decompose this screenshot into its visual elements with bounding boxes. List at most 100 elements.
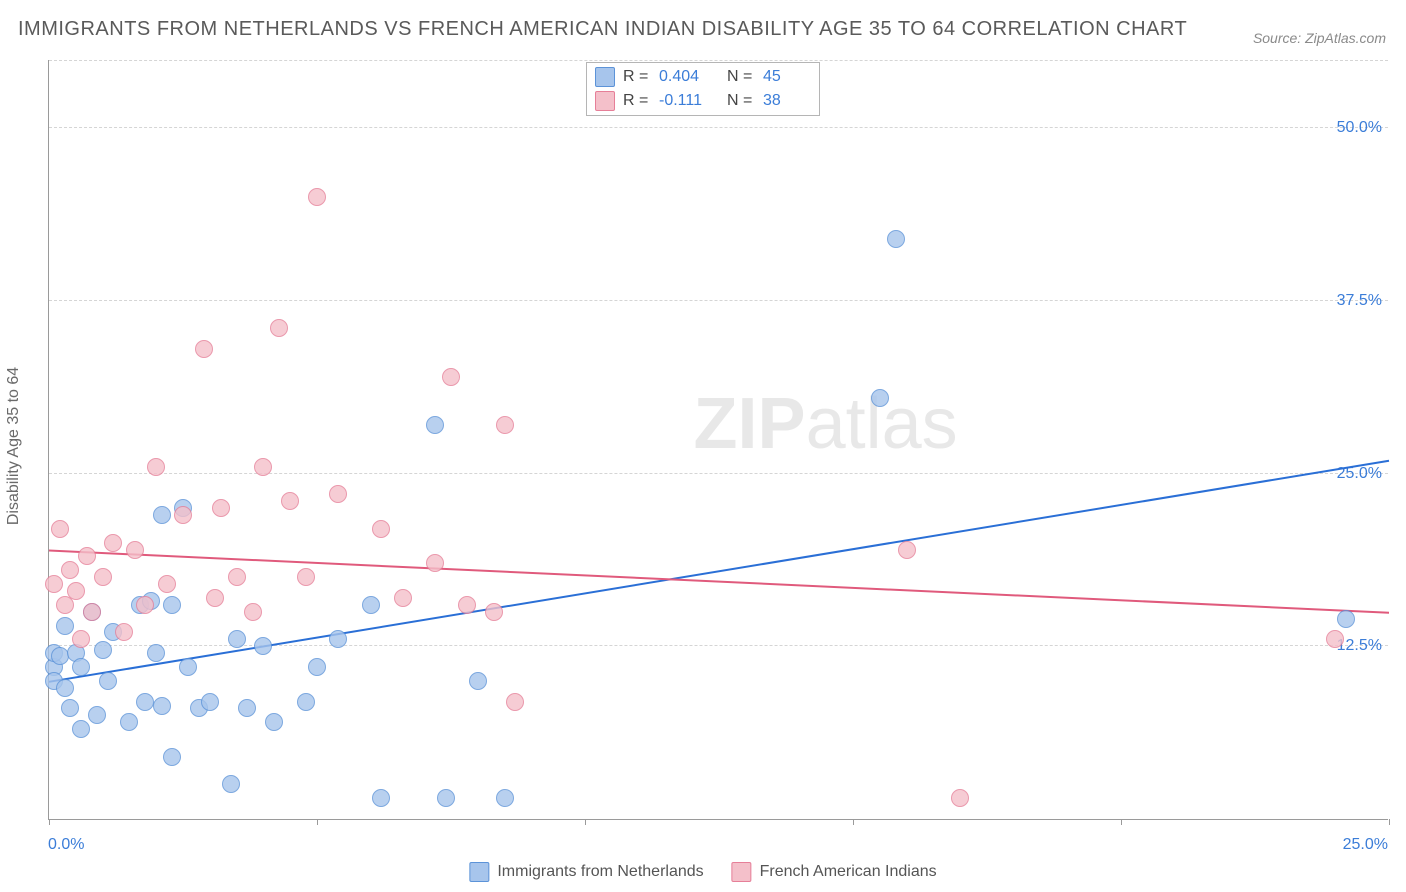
data-point bbox=[228, 630, 246, 648]
data-point bbox=[195, 340, 213, 358]
data-point bbox=[394, 589, 412, 607]
data-point bbox=[329, 485, 347, 503]
data-point bbox=[372, 789, 390, 807]
series-legend: Immigrants from Netherlands French Americ… bbox=[469, 862, 936, 882]
gridline bbox=[49, 300, 1388, 301]
legend-row: R = 0.404 N = 45 bbox=[595, 65, 811, 89]
legend-swatch bbox=[469, 862, 489, 882]
legend-label: Immigrants from Netherlands bbox=[497, 863, 703, 881]
data-point bbox=[887, 230, 905, 248]
data-point bbox=[265, 713, 283, 731]
data-point bbox=[426, 416, 444, 434]
y-tick-label: 37.5% bbox=[1337, 292, 1382, 310]
data-point bbox=[136, 693, 154, 711]
data-point bbox=[469, 672, 487, 690]
data-point bbox=[115, 623, 133, 641]
y-tick-label: 25.0% bbox=[1337, 465, 1382, 483]
legend-r-label: R = bbox=[623, 92, 651, 110]
legend-swatch bbox=[595, 91, 615, 111]
legend-r-label: R = bbox=[623, 68, 651, 86]
gridline bbox=[49, 645, 1388, 646]
data-point bbox=[72, 658, 90, 676]
data-point bbox=[120, 713, 138, 731]
legend-r-value: -0.111 bbox=[659, 92, 707, 110]
source-label: Source: ZipAtlas.com bbox=[1253, 30, 1386, 46]
data-point bbox=[67, 582, 85, 600]
legend-r-value: 0.404 bbox=[659, 68, 707, 86]
data-point bbox=[88, 706, 106, 724]
data-point bbox=[163, 596, 181, 614]
data-point bbox=[244, 603, 262, 621]
x-tick bbox=[317, 819, 318, 825]
data-point bbox=[308, 658, 326, 676]
data-point bbox=[72, 630, 90, 648]
data-point bbox=[104, 534, 122, 552]
legend-n-value: 45 bbox=[763, 68, 811, 86]
x-tick-label: 25.0% bbox=[1343, 836, 1388, 854]
trend-line bbox=[49, 461, 1389, 682]
data-point bbox=[1337, 610, 1355, 628]
data-point bbox=[426, 554, 444, 572]
data-point bbox=[126, 541, 144, 559]
data-point bbox=[153, 506, 171, 524]
data-point bbox=[212, 499, 230, 517]
data-point bbox=[94, 568, 112, 586]
data-point bbox=[174, 506, 192, 524]
legend-item: French American Indians bbox=[732, 862, 937, 882]
data-point bbox=[437, 789, 455, 807]
plot-area: ZIPatlas 12.5%25.0%37.5%50.0% bbox=[48, 60, 1388, 820]
legend-swatch bbox=[595, 67, 615, 87]
x-tick bbox=[1389, 819, 1390, 825]
data-point bbox=[951, 789, 969, 807]
gridline bbox=[49, 473, 1388, 474]
data-point bbox=[308, 188, 326, 206]
data-point bbox=[51, 647, 69, 665]
data-point bbox=[228, 568, 246, 586]
data-point bbox=[179, 658, 197, 676]
gridline bbox=[49, 127, 1388, 128]
data-point bbox=[61, 561, 79, 579]
data-point bbox=[496, 416, 514, 434]
data-point bbox=[56, 617, 74, 635]
data-point bbox=[61, 699, 79, 717]
y-tick-label: 50.0% bbox=[1337, 119, 1382, 137]
x-tick bbox=[853, 819, 854, 825]
data-point bbox=[442, 368, 460, 386]
chart-title: IMMIGRANTS FROM NETHERLANDS VS FRENCH AM… bbox=[18, 18, 1187, 41]
data-point bbox=[222, 775, 240, 793]
data-point bbox=[362, 596, 380, 614]
data-point bbox=[871, 389, 889, 407]
x-tick bbox=[1121, 819, 1122, 825]
x-tick bbox=[585, 819, 586, 825]
data-point bbox=[458, 596, 476, 614]
legend-label: French American Indians bbox=[760, 863, 937, 881]
data-point bbox=[83, 603, 101, 621]
data-point bbox=[297, 568, 315, 586]
watermark: ZIPatlas bbox=[694, 383, 958, 465]
data-point bbox=[496, 789, 514, 807]
legend-n-label: N = bbox=[727, 68, 755, 86]
data-point bbox=[238, 699, 256, 717]
x-tick bbox=[49, 819, 50, 825]
data-point bbox=[94, 641, 112, 659]
data-point bbox=[201, 693, 219, 711]
legend-swatch bbox=[732, 862, 752, 882]
correlation-legend: R =0.404N =45R =-0.111N =38 bbox=[586, 62, 820, 116]
data-point bbox=[72, 720, 90, 738]
legend-item: Immigrants from Netherlands bbox=[469, 862, 703, 882]
data-point bbox=[56, 679, 74, 697]
data-point bbox=[158, 575, 176, 593]
watermark-zip: ZIP bbox=[694, 384, 806, 464]
data-point bbox=[136, 596, 154, 614]
data-point bbox=[329, 630, 347, 648]
data-point bbox=[372, 520, 390, 538]
data-point bbox=[78, 547, 96, 565]
data-point bbox=[153, 697, 171, 715]
data-point bbox=[281, 492, 299, 510]
data-point bbox=[270, 319, 288, 337]
data-point bbox=[254, 458, 272, 476]
data-point bbox=[297, 693, 315, 711]
legend-row: R =-0.111N =38 bbox=[595, 89, 811, 113]
data-point bbox=[99, 672, 117, 690]
data-point bbox=[206, 589, 224, 607]
